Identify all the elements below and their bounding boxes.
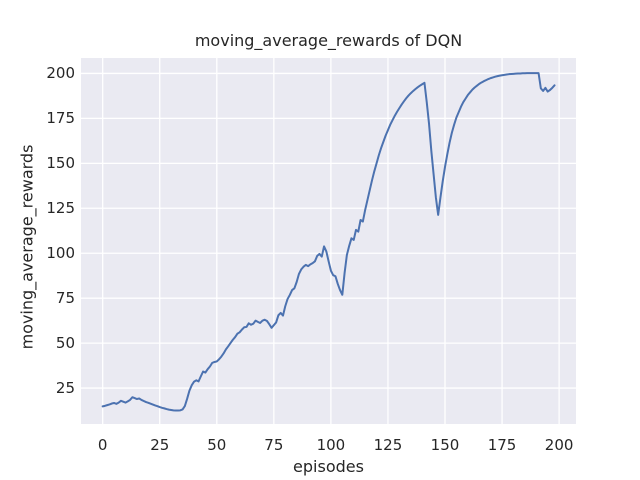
y-tick-label: 75 <box>55 289 75 308</box>
x-tick-label: 75 <box>264 436 284 454</box>
chart-title: moving_average_rewards of DQN <box>194 31 463 50</box>
y-tick-label: 150 <box>46 154 75 173</box>
x-tick-label: 0 <box>97 436 108 454</box>
x-tick-label: 175 <box>487 436 517 454</box>
y-tick-label: 125 <box>46 199 75 218</box>
x-tick-label: 125 <box>373 436 403 454</box>
y-tick-label: 50 <box>55 334 75 353</box>
moving-average-reward-line <box>101 72 556 412</box>
x-tick-label: 25 <box>150 436 170 454</box>
y-tick-label: 100 <box>46 244 75 263</box>
x-tick-label: 100 <box>316 436 346 454</box>
y-tick-label: 25 <box>55 379 75 398</box>
x-tick-label: 50 <box>207 436 227 454</box>
x-tick-label: 150 <box>430 436 460 454</box>
x-tick-label: 200 <box>544 436 574 454</box>
plot-area <box>81 58 576 424</box>
x-axis-label: episodes <box>293 457 364 476</box>
y-tick-label: 175 <box>46 109 75 128</box>
y-tick-label: 200 <box>46 64 75 83</box>
